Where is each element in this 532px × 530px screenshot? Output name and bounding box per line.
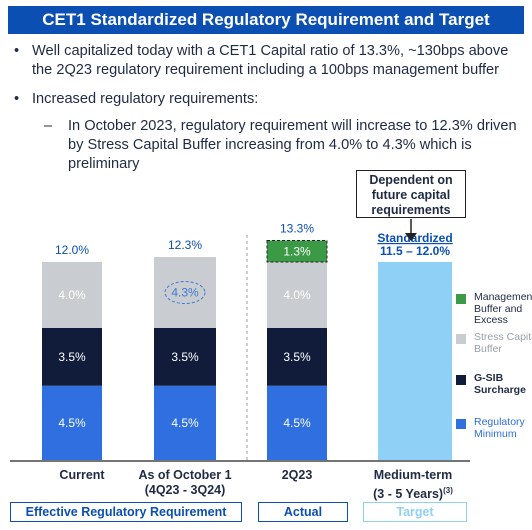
group-actual: Actual (258, 502, 348, 522)
legend-swatch (456, 419, 466, 429)
legend-swatch (456, 375, 466, 385)
bar-segment (267, 385, 327, 460)
target-bar (378, 262, 452, 460)
data-label: 1.3% (283, 244, 311, 258)
target-label: Standardized (377, 231, 452, 245)
data-label: 4.5% (58, 416, 86, 430)
category-label-current: Current (27, 468, 137, 483)
sub-bullet-dash: – (44, 118, 53, 134)
legend-text-line: Regulatory (474, 416, 525, 428)
legend-text-line: Buffer and (474, 302, 523, 315)
sub-bullet-1: – In October 2023, regulatory requirement… (10, 117, 525, 174)
bullet-2: • Increased regulatory requirements: (10, 90, 525, 109)
total-label: 13.3% (280, 222, 314, 236)
data-label: 4.5% (283, 416, 311, 430)
bullet-2-text: Increased regulatory requirements: (32, 91, 259, 107)
data-label: 3.5% (58, 350, 86, 364)
group-effective-requirement: Effective Regulatory Requirement (10, 502, 242, 522)
category-line-2: (3 - 5 Years)(3) (373, 486, 453, 502)
data-label: 4.0% (283, 288, 311, 302)
callout-arrow-head (405, 233, 417, 241)
data-label: 3.5% (171, 350, 199, 364)
total-label: 12.3% (168, 238, 202, 252)
bar-segment (267, 262, 327, 328)
category-line-1: 2Q23 (281, 468, 313, 482)
page-title: CET1 Standardized Regulatory Requirement… (8, 6, 524, 34)
legend-text-line: Excess (474, 314, 508, 326)
category-label-october: As of October 1 (4Q23 - 3Q24) (130, 468, 240, 498)
legend-text-line: Buffer (474, 342, 502, 355)
legend-text-line: Management (474, 291, 532, 303)
sub-bullet-1-text: In October 2023, regulatory requirement … (68, 118, 517, 172)
bar-segment (42, 385, 102, 460)
bar-segment (267, 328, 327, 386)
category-line-1: Medium-term (373, 468, 453, 482)
bar-segment (266, 240, 328, 263)
category-line-2: (4Q23 - 3Q24) (144, 483, 226, 497)
callout-box: Dependent on future capital requirements (356, 170, 466, 218)
category-line-1: Current (59, 468, 105, 482)
bullet-1-text: Well capitalized today with a CET1 Capit… (32, 43, 509, 78)
bar-segment (154, 257, 216, 328)
legend-text-line: Surcharge (474, 383, 526, 396)
bar-segment (154, 328, 216, 386)
bullet-1: • Well capitalized today with a CET1 Capi… (10, 42, 525, 80)
data-label: 4.5% (171, 416, 199, 430)
data-label: 4.3% (171, 286, 199, 300)
bullet-list: • Well capitalized today with a CET1 Capi… (10, 42, 525, 174)
data-label: 3.5% (283, 350, 311, 364)
highlight-ellipse (164, 281, 206, 305)
bar-segment (154, 385, 216, 460)
legend-text-line: Stress Capital (474, 331, 532, 343)
legend-text-line: Minimum (474, 427, 517, 440)
bullet-dot: • (14, 91, 20, 107)
bullet-dot: • (14, 43, 20, 59)
legend-swatch (456, 294, 466, 304)
target-range-label: 11.5 – 12.0% (380, 244, 450, 258)
category-label-2q23: 2Q23 (242, 468, 352, 483)
category-line-1: As of October 1 (138, 468, 232, 482)
data-label: 4.0% (58, 288, 86, 302)
legend-swatch (456, 334, 466, 344)
group-target: Target (363, 502, 467, 522)
legend-text-line: G-SIB (474, 372, 504, 384)
total-label: 12.0% (55, 243, 89, 257)
bar-segment (42, 262, 102, 328)
bar-segment (42, 328, 102, 386)
category-label-medium-term: Medium-term (3 - 5 Years)(3) (358, 468, 468, 502)
